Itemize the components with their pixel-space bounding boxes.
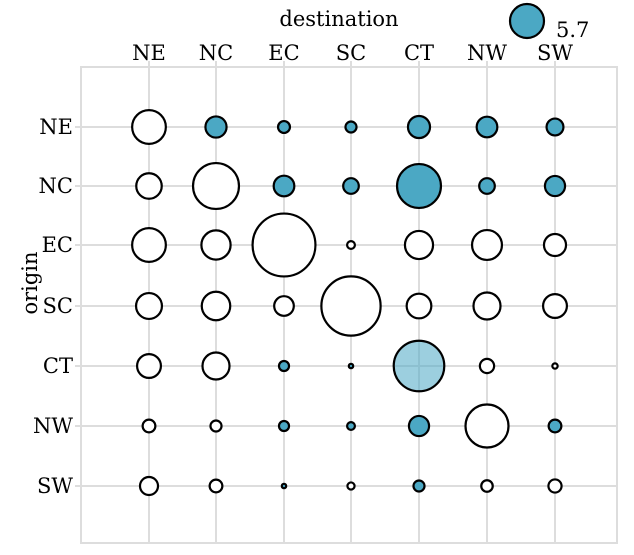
bubble-sc-nc	[200, 290, 232, 322]
bubble-sc-sw	[541, 292, 569, 320]
bubble-nc-nw	[478, 177, 496, 195]
y-axis-title: origin	[18, 251, 42, 314]
x-tick-label-ec: EC	[268, 41, 299, 65]
bubble-ec-nc	[200, 229, 232, 261]
bubble-ne-sc	[344, 120, 358, 134]
bubble-sw-ec	[280, 482, 288, 490]
bubble-nw-nc	[209, 419, 223, 433]
bubble-ec-sw	[542, 232, 568, 258]
legend: 5.7	[508, 2, 589, 42]
legend-bubble	[508, 2, 546, 40]
bubble-ec-nw	[470, 228, 504, 262]
label-layer: destination origin NE NC EC SC CT NW SW NE NC EC S…	[18, 7, 573, 498]
bubble-nw-ec	[277, 419, 291, 433]
bubble-ec-ct	[403, 229, 435, 261]
bubble-ct-ec	[277, 359, 291, 373]
y-tick-label-ec: EC	[42, 233, 73, 257]
bubble-ct-ct	[392, 339, 446, 393]
bubble-nc-sw	[543, 174, 567, 198]
bubble-sw-ct	[412, 479, 426, 493]
bubble-sw-nw	[480, 479, 494, 493]
bubble-sc-nw	[472, 291, 502, 321]
bubble-sw-sw	[547, 478, 563, 494]
bubble-ne-ec	[276, 119, 292, 135]
bubble-sc-ne	[134, 291, 164, 321]
bubble-ne-ct	[406, 114, 432, 140]
x-tick-label-sc: SC	[336, 41, 366, 65]
bubble-sc-sc	[320, 275, 382, 337]
y-tick-label-sw: SW	[37, 474, 73, 498]
bubble-layer	[131, 109, 569, 497]
bubble-ne-sw	[545, 117, 565, 137]
bubble-nw-sc	[346, 421, 357, 432]
x-tick-label-nw: NW	[467, 41, 507, 65]
bubble-ec-sc	[346, 240, 357, 251]
y-tick-label-sc: SC	[43, 294, 73, 318]
y-tick-label-ne: NE	[39, 115, 73, 139]
bubble-ec-ne	[131, 227, 167, 263]
x-tick-label-nc: NC	[199, 41, 233, 65]
bubble-nc-nc	[191, 161, 241, 211]
bubble-ct-sc	[347, 362, 355, 370]
bubble-nw-ne	[141, 418, 157, 434]
bubble-nc-ec	[272, 174, 296, 198]
bubble-nw-ct	[407, 414, 431, 438]
bubble-sc-ct	[405, 292, 433, 320]
bubble-ne-nw	[475, 115, 499, 139]
x-tick-label-ne: NE	[132, 41, 166, 65]
y-tick-label-nc: NC	[39, 174, 73, 198]
bubble-ct-sw	[551, 362, 559, 370]
bubble-nw-nw	[464, 403, 510, 449]
bubble-sw-nc	[208, 478, 224, 494]
bubble-nc-ct	[395, 162, 443, 210]
x-tick-label-ct: CT	[404, 41, 434, 65]
bubble-ec-ec	[251, 212, 317, 278]
bubble-ne-ne	[131, 109, 167, 145]
x-tick-label-sw: SW	[537, 41, 573, 65]
bubble-ct-ne	[135, 352, 163, 380]
legend-label: 5.7	[556, 18, 589, 42]
bubble-nc-sc	[342, 177, 360, 195]
bubble-sw-sc	[346, 481, 356, 491]
bubble-nc-ne	[135, 172, 163, 200]
bubble-nw-sw	[547, 418, 563, 434]
y-tick-label-ct: CT	[43, 354, 73, 378]
bubble-sw-ne	[138, 475, 160, 497]
bubble-ne-nc	[204, 115, 228, 139]
x-axis-title: destination	[279, 7, 398, 31]
bubble-sc-ec	[273, 295, 295, 317]
bubble-ct-nw	[478, 357, 496, 375]
bubble-ct-nc	[201, 351, 231, 381]
y-tick-label-nw: NW	[33, 414, 73, 438]
